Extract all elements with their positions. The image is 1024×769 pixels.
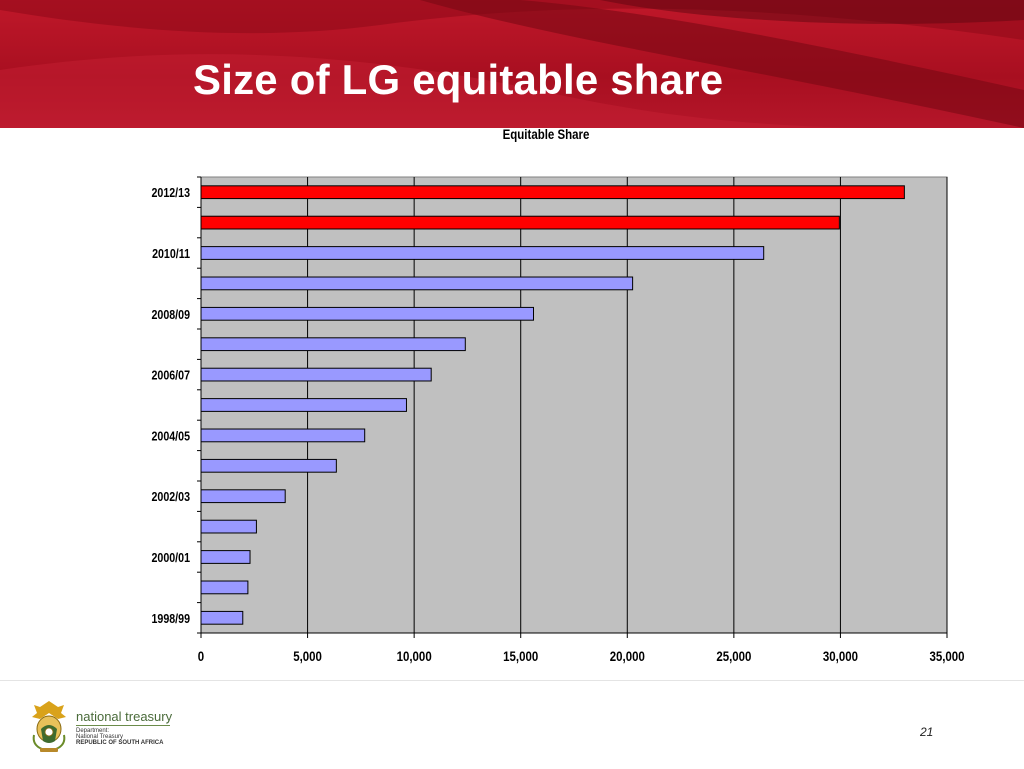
chart-title: Equitable Share (503, 128, 590, 142)
x-tick-label-5: 25,000 (716, 648, 751, 664)
bar-2010-11 (200, 246, 765, 260)
y-tick-label-2004-05: 2004/05 (151, 428, 190, 443)
y-tick-label-1998-99: 1998/99 (151, 611, 190, 626)
bar-2011-12 (200, 215, 840, 230)
coat-of-arms-icon (32, 701, 66, 752)
bar-2000-01 (200, 550, 251, 564)
y-tick-label-2000-01: 2000/01 (151, 550, 190, 565)
bar-2001-02 (200, 519, 257, 534)
bar-2006-07 (200, 367, 432, 382)
x-tick-label-6: 30,000 (823, 648, 858, 664)
y-tick-label-2010-11: 2010/11 (152, 246, 190, 261)
y-tick-label-2012-13: 2012/13 (151, 185, 190, 200)
y-tick-label-2008-09: 2008/09 (151, 307, 190, 322)
bar-2007-08 (200, 337, 466, 352)
x-tick-label-3: 15,000 (503, 648, 538, 664)
y-tick-label-2002-03: 2002/03 (151, 489, 190, 504)
slide-header: Size of LG equitable share (0, 0, 1024, 128)
x-tick-label-2: 10,000 (397, 648, 432, 664)
x-tick-label-7: 35,000 (929, 648, 964, 664)
logo-country-line: REPUBLIC OF SOUTH AFRICA (76, 740, 164, 746)
bar-2003-04 (200, 458, 337, 473)
slide-footer: national treasury Department: National T… (0, 680, 1024, 769)
page-number: 21 (920, 725, 934, 739)
bar-chart: Equitable Share 1998/99 2000/01 2002/03 2004… (151, 128, 964, 664)
logo-treasury-line: National Treasury (76, 734, 124, 740)
y-tick-label-2006-07: 2006/07 (151, 368, 190, 383)
x-tick-label-1: 5,000 (293, 648, 322, 664)
bar-2009-10 (200, 276, 634, 291)
bar-2005-06 (200, 398, 407, 412)
bar-2012-13 (200, 185, 905, 200)
bar-1998-99 (200, 610, 244, 625)
bar-2002-03 (200, 489, 286, 504)
bar-2004-05 (200, 428, 366, 443)
logo-wordmark: national treasury (76, 709, 173, 724)
slide-title: Size of LG equitable share (193, 56, 724, 103)
bar-2008-09 (200, 306, 535, 321)
header-swoosh-graphic (0, 0, 1024, 128)
logo-underline (76, 725, 170, 726)
bar-1999-00 (200, 580, 249, 595)
chart-area: Equitable Share 1998/99 2000/01 2002/03 2004… (0, 128, 1024, 678)
x-tick-label-4: 20,000 (610, 648, 645, 664)
x-tick-label-0: 0 (198, 648, 204, 664)
logo-department-line: Department: (76, 728, 110, 734)
